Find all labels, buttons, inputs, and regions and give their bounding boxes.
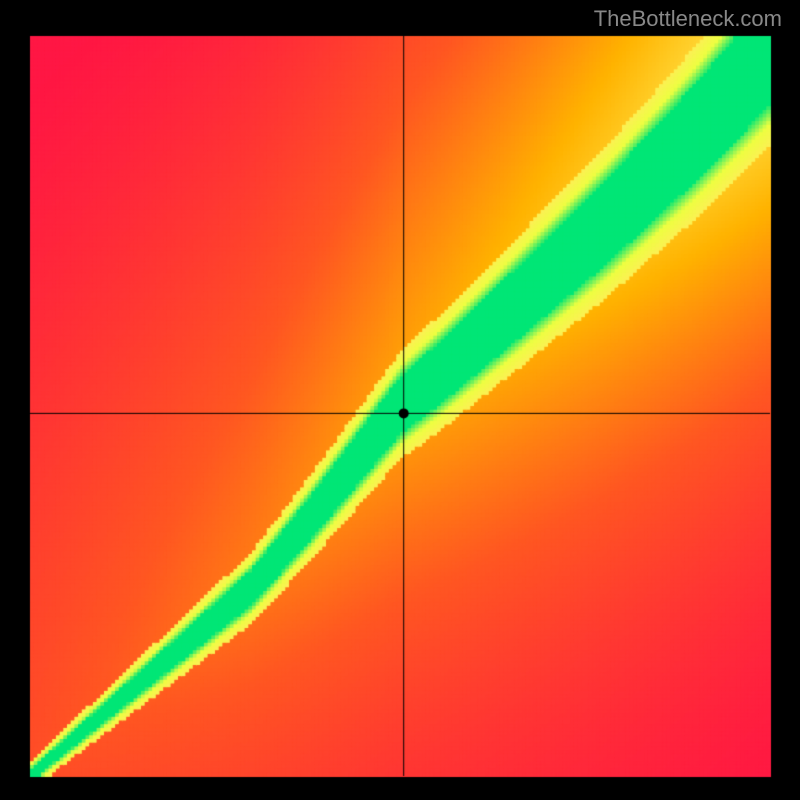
- chart-container: TheBottleneck.com: [0, 0, 800, 800]
- bottleneck-heatmap: [0, 0, 800, 800]
- watermark-text: TheBottleneck.com: [594, 6, 782, 32]
